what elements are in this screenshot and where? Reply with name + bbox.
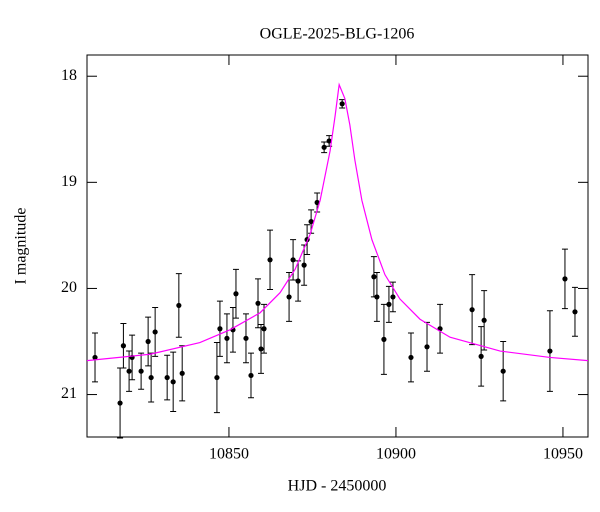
data-point [145,338,151,345]
y-tick-label: 20 [61,279,77,296]
data-point [148,374,154,381]
data-point [547,348,553,354]
data-point [248,372,254,379]
data-point [424,344,430,350]
y-axis-label: I magnitude [13,208,30,285]
data-point [261,326,267,332]
data-point [374,294,380,300]
y-tick-label: 18 [61,67,77,84]
x-tick-label: 10950 [543,446,583,463]
x-tick-label: 10900 [376,446,416,463]
data-point [469,307,475,313]
data-point [267,257,273,263]
data-point [478,353,484,359]
data-point [152,329,158,335]
data-point [390,294,396,300]
plot-frame [86,54,589,438]
data-point [314,199,320,206]
data-point [138,368,144,374]
data-point [255,300,261,306]
data-point [308,218,314,225]
data-point [301,262,307,268]
data-point [481,317,487,323]
data-point [243,335,249,341]
data-point [170,379,176,385]
data-point [386,301,392,307]
data-point [126,368,132,374]
data-point [321,144,327,150]
data-point [217,326,223,332]
data-point [179,370,185,376]
data-point [286,294,292,300]
data-point [233,291,239,297]
data-point [117,400,123,406]
y-tick-label: 19 [61,173,77,190]
data-point [572,309,578,315]
data-point [224,335,230,341]
data-point [290,257,296,263]
data-point [295,278,301,284]
data-point [500,368,506,374]
data-point [214,374,220,381]
data-point [371,274,377,280]
data-point [176,302,182,309]
data-point [326,138,332,144]
data-point [258,346,264,352]
chart-title: OGLE-2025-BLG-1206 [260,26,415,43]
y-tick-label: 21 [61,385,77,402]
data-point [92,354,98,361]
data-point [164,374,170,381]
model-curve [86,82,589,362]
data-point [339,101,345,107]
data-point [381,336,387,342]
data-point [562,276,568,282]
data-point [120,343,127,349]
x-tick-label: 10850 [209,446,249,463]
data-point [408,354,414,361]
x-axis-label: HJD - 2450000 [288,478,387,495]
